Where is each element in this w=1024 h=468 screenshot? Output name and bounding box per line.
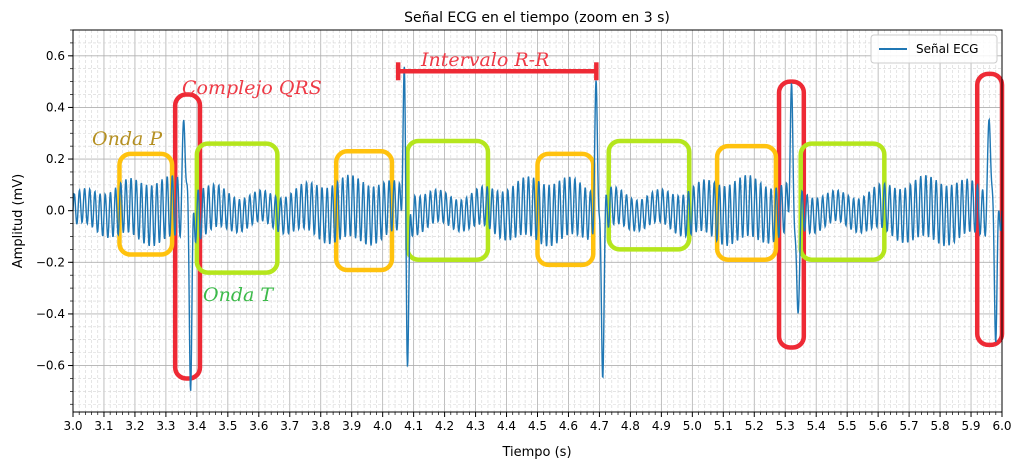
y-tick-label: −0.2	[36, 255, 65, 269]
x-tick-label: 4.1	[404, 419, 423, 433]
x-axis-label: Tiempo (s)	[501, 445, 571, 460]
annotation-label: Complejo QRS	[182, 77, 322, 99]
y-tick-label: −0.4	[36, 307, 65, 321]
x-tick-label: 5.4	[807, 419, 826, 433]
x-tick-label: 4.4	[497, 419, 516, 433]
y-tick-label: 0.0	[46, 204, 65, 218]
x-tick-label: 3.8	[311, 419, 330, 433]
x-tick-label: 3.0	[63, 419, 82, 433]
series-line-ecg	[72, 66, 1003, 391]
x-tick-label: 5.0	[683, 419, 702, 433]
x-tick-label: 5.7	[900, 419, 919, 433]
x-tick-label: 6.0	[992, 419, 1011, 433]
x-tick-label: 4.2	[435, 419, 454, 433]
x-axis: 3.0 3.1 3.2 3.3 3.4 3.5 3.6 3.7 3.8 3.9 4.0 4.1 4.2 4…	[63, 412, 1012, 433]
annotation-label: Onda T	[203, 284, 274, 306]
x-tick-label: 3.7	[280, 419, 299, 433]
x-tick-label: 3.2	[125, 419, 144, 433]
x-tick-label: 3.5	[218, 419, 237, 433]
x-tick-label: 5.2	[745, 419, 764, 433]
legend: Señal ECG	[870, 34, 998, 64]
x-tick-label: 4.0	[373, 419, 392, 433]
x-tick-label: 4.3	[466, 419, 485, 433]
x-tick-label: 3.9	[342, 419, 361, 433]
x-tick-label: 5.9	[961, 419, 980, 433]
y-tick-label: 0.4	[46, 100, 65, 114]
chart-title: Señal ECG en el tiempo (zoom en 3 s)	[404, 10, 670, 26]
annotation-box	[194, 141, 280, 275]
x-tick-label: 4.5	[528, 419, 547, 433]
x-tick-label: 4.7	[590, 419, 609, 433]
y-tick-label: 0.2	[46, 152, 65, 166]
x-tick-label: 5.8	[931, 419, 950, 433]
legend-label: Señal ECG	[916, 42, 978, 56]
annotation-label: Intervalo R-R	[420, 49, 549, 71]
x-tick-label: 5.1	[714, 419, 733, 433]
x-tick-label: 3.3	[156, 419, 175, 433]
annotation-front-layer: Complejo QRS Onda P Onda T Intervalo R-R	[92, 49, 599, 306]
x-tick-label: 4.8	[621, 419, 640, 433]
y-tick-label: 0.6	[46, 49, 65, 63]
y-tick-label: −0.6	[36, 359, 65, 373]
x-tick-label: 4.9	[652, 419, 671, 433]
annotation-label: Onda P	[92, 128, 163, 150]
x-tick-label: 3.1	[94, 419, 113, 433]
x-tick-label: 5.6	[869, 419, 888, 433]
legend-box	[870, 34, 998, 64]
x-tick-label: 5.5	[838, 419, 857, 433]
x-tick-label: 3.6	[249, 419, 268, 433]
x-tick-label: 4.6	[559, 419, 578, 433]
x-tick-label: 3.4	[187, 419, 206, 433]
y-axis-label: Amplitud (mV)	[11, 174, 26, 268]
x-tick-label: 5.3	[776, 419, 795, 433]
y-axis: −0.6 −0.4 −0.2 0.0 0.2 0.4 0.6	[36, 29, 73, 405]
